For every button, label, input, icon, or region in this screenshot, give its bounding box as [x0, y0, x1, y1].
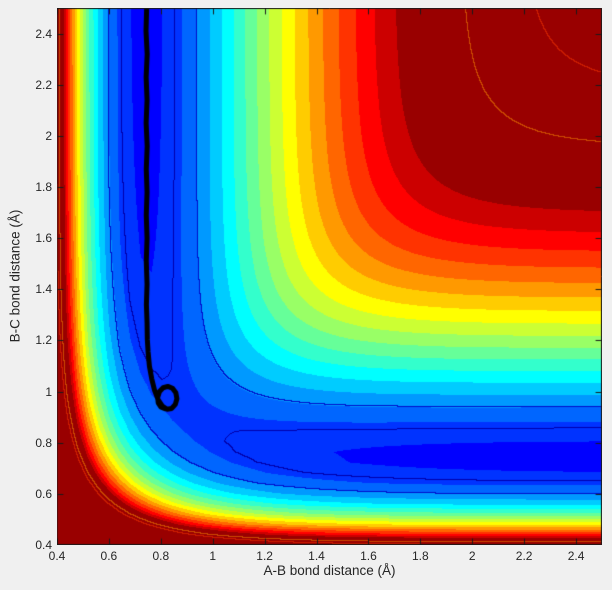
pes-contour-canvas: [57, 8, 602, 545]
y-tick-label: 1.8: [35, 180, 52, 194]
x-tick-label: 1.8: [411, 549, 429, 563]
y-tick-label: 0.6: [35, 486, 52, 501]
plot-area: [57, 8, 602, 545]
y-tick-label: 2.2: [35, 77, 52, 92]
y-tick-label: 1.4: [35, 282, 52, 297]
x-tick-label: 2: [468, 549, 476, 563]
x-tick-label: 0.4: [48, 549, 66, 563]
y-axis-label: B-C bond distance (Å): [7, 209, 23, 343]
x-tick-label: 1.2: [256, 549, 273, 563]
x-tick-label: 2.4: [567, 549, 585, 563]
x-tick-label: 2.2: [515, 549, 533, 563]
x-tick-label: 1: [209, 549, 217, 563]
x-tick-label: 1.6: [360, 549, 377, 563]
y-tick-label: 1: [45, 384, 52, 399]
y-tick-label: 2.4: [35, 26, 52, 41]
x-tick-label: 0.6: [100, 549, 118, 563]
x-tick-label: 1.4: [308, 549, 325, 563]
y-tick-label: 0.8: [35, 435, 52, 450]
y-tick-label: 2: [45, 128, 52, 143]
y-tick-label: 1.6: [35, 231, 52, 246]
x-tick-label: 0.8: [152, 549, 170, 563]
y-tick-label: 0.4: [35, 538, 52, 552]
y-tick-label: 1.2: [35, 333, 52, 348]
x-axis-label: A-B bond distance (Å): [263, 563, 396, 578]
